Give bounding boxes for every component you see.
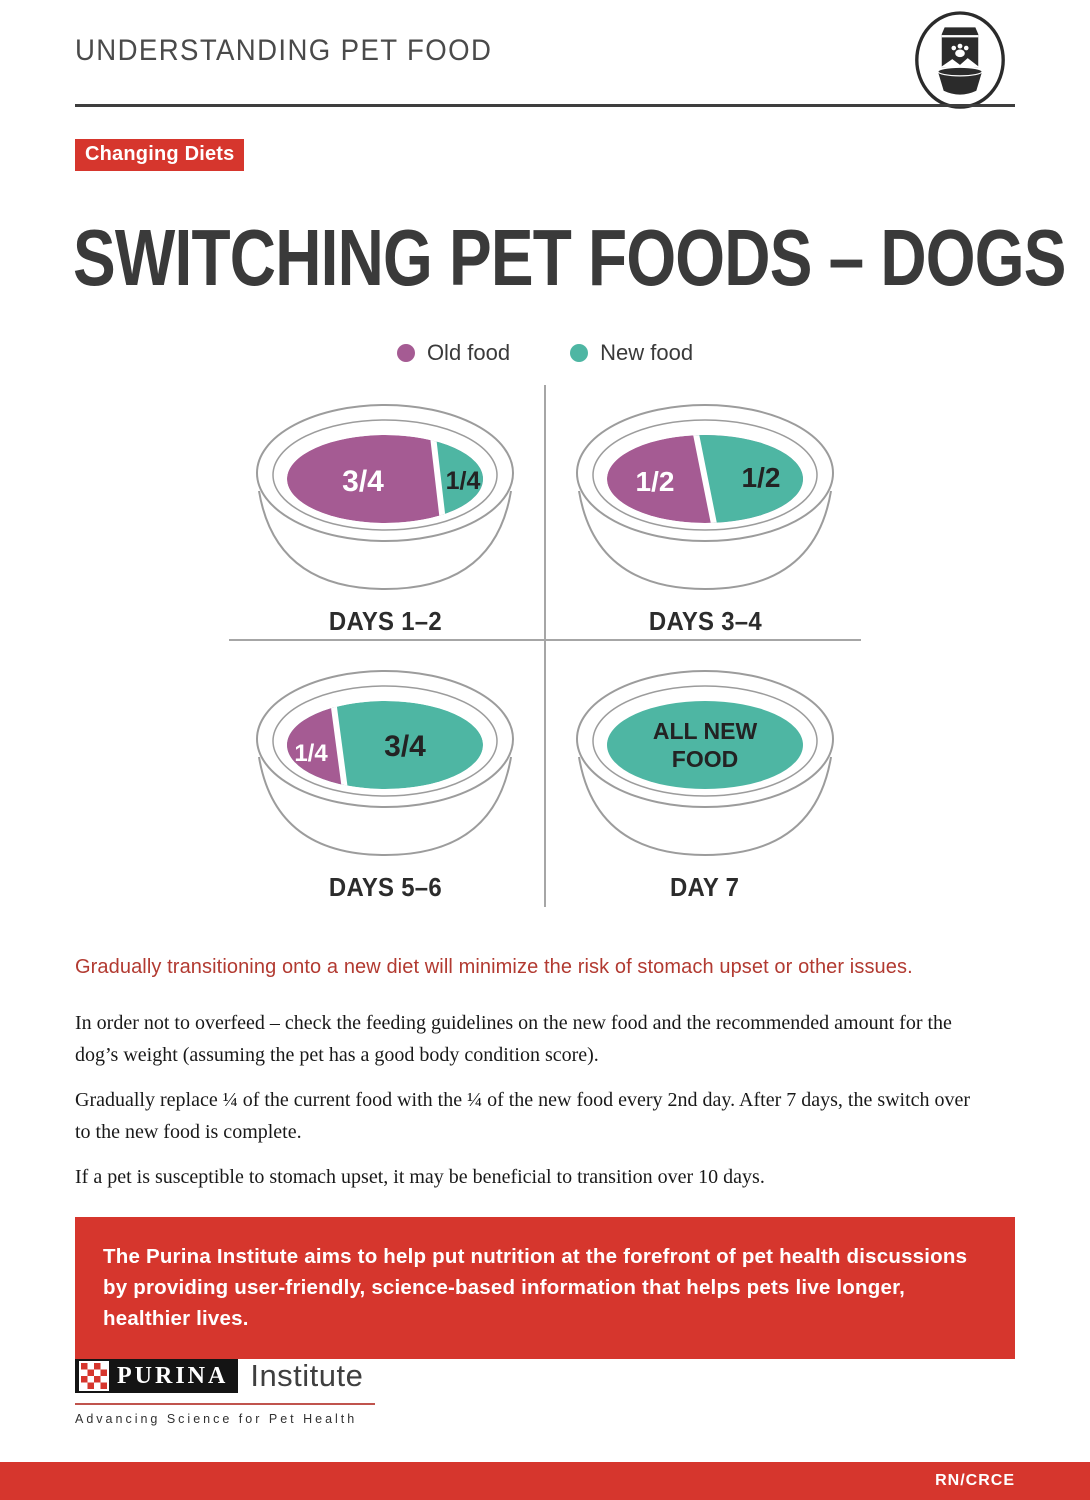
- legend-new-label: New food: [600, 340, 694, 365]
- legend: Old food New food: [225, 340, 865, 366]
- institute-wordmark: Institute: [250, 1358, 364, 1393]
- purina-logo-box: PURINA: [75, 1359, 239, 1393]
- bowl2-new-fraction: 1/2: [742, 462, 781, 493]
- bowl-days-1-2: 3/4 1/4 DAYS 1–2: [225, 391, 545, 637]
- page-title: SWITCHING PET FOODS – DOGS: [73, 213, 1066, 302]
- bowl-days-5-6: 1/4 3/4 DAYS 5–6: [225, 657, 545, 903]
- bowl-grid: 3/4 1/4 DAYS 1–2 1/2 1/2 DAYS 3–4: [225, 385, 865, 907]
- bowl3-old-fraction: 1/4: [294, 740, 328, 767]
- bowl-days-3-4-graphic: 1/2 1/2: [576, 404, 834, 591]
- purina-institute-banner: The Purina Institute aims to help put nu…: [75, 1217, 1015, 1360]
- bowl-days-5-6-label: DAYS 5–6: [328, 872, 442, 902]
- header-divider: [75, 104, 1015, 107]
- grid-vertical-divider: [544, 385, 546, 907]
- old-food-dot-icon: [396, 344, 415, 362]
- legend-old-label: Old food: [426, 340, 511, 365]
- footer-bar: RN/CRCE: [0, 1462, 1090, 1500]
- bowl4-text-line1: ALL NEW: [653, 718, 758, 744]
- purina-institute-logo: PURINA Institute Advancing Science for P…: [75, 1358, 375, 1426]
- page-header-title: UNDERSTANDING PET FOOD: [75, 34, 493, 67]
- bowl3-new-fraction: 3/4: [384, 730, 426, 763]
- logo-tagline: Advancing Science for Pet Health: [75, 1412, 358, 1426]
- logo-divider: [75, 1403, 375, 1405]
- legend-item-new-food: New food: [570, 340, 693, 366]
- highlight-sentence: Gradually transitioning onto a new diet …: [75, 956, 913, 978]
- paragraph-susceptible: If a pet is susceptible to stomach upset…: [75, 1166, 765, 1189]
- legend-item-old-food: Old food: [396, 340, 511, 366]
- body-paragraphs: In order not to overfeed – check the fee…: [75, 1008, 980, 1208]
- bowl-days-3-4: 1/2 1/2 DAYS 3–4: [545, 391, 865, 637]
- new-food-dot-icon: [570, 344, 589, 362]
- bowl-day-7-graphic: ALL NEW FOOD: [576, 670, 834, 857]
- purina-checkerboard-icon: [79, 1361, 109, 1391]
- bowl-days-5-6-graphic: 1/4 3/4: [256, 670, 514, 857]
- bowl-days-3-4-label: DAYS 3–4: [648, 606, 762, 636]
- pet-food-bag-bowl-icon: [912, 10, 1008, 117]
- changing-diets-badge: Changing Diets: [75, 139, 245, 171]
- bowl-day-7-label: DAY 7: [670, 872, 740, 902]
- bowl1-new-fraction: 1/4: [446, 467, 481, 495]
- bowl1-old-fraction: 3/4: [342, 465, 384, 498]
- bowl4-text-line2: FOOD: [672, 746, 738, 772]
- bowl-days-1-2-label: DAYS 1–2: [328, 606, 442, 636]
- paragraph-overfeed: In order not to overfeed – check the fee…: [75, 1012, 952, 1066]
- paragraph-replace: Gradually replace ¼ of the current food …: [75, 1089, 971, 1143]
- footer-code: RN/CRCE: [935, 1472, 1015, 1489]
- bowl2-old-fraction: 1/2: [636, 466, 675, 497]
- purina-wordmark: PURINA: [117, 1362, 229, 1389]
- bowl-days-1-2-graphic: 3/4 1/4: [256, 404, 514, 591]
- bowl-day-7: ALL NEW FOOD DAY 7: [545, 657, 865, 903]
- grid-horizontal-divider: [229, 639, 861, 641]
